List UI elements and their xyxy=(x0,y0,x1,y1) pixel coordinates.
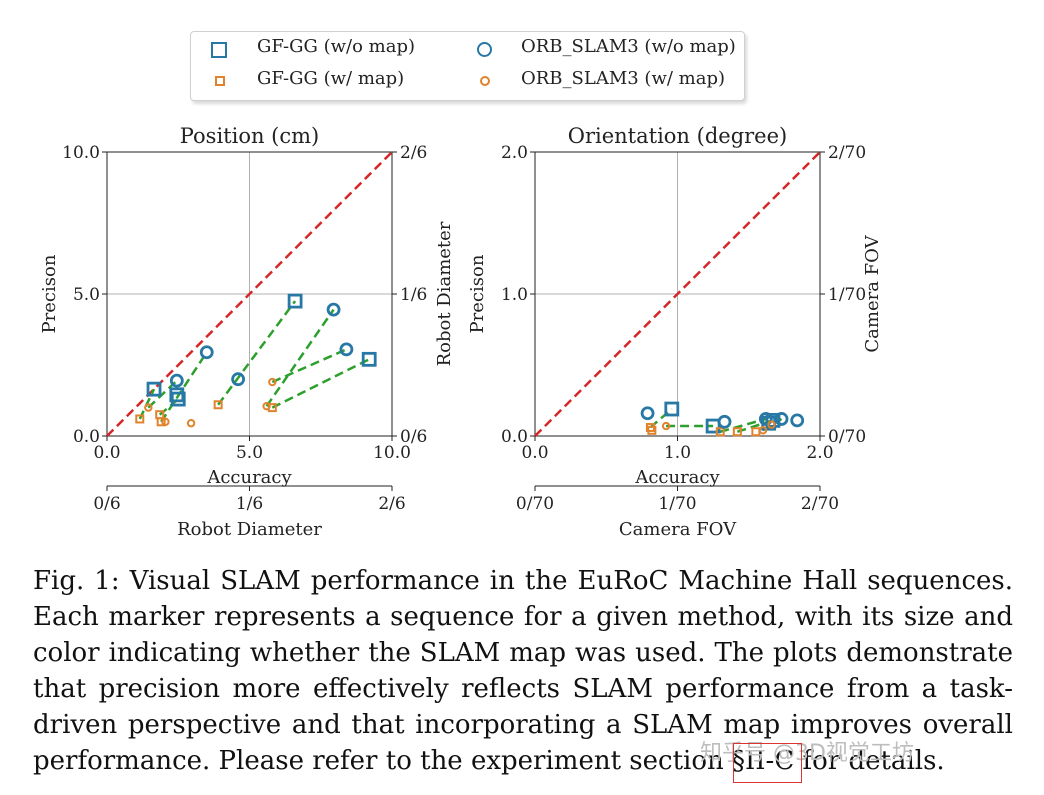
pair-connector-line xyxy=(265,308,335,407)
y-axis-label: Precison xyxy=(467,254,488,333)
legend-square-small-marker xyxy=(215,76,225,86)
data-point xyxy=(186,419,196,428)
diagonal-reference-line xyxy=(534,151,821,437)
legend-label-gfgg-wo-map: GF-GG (w/o map) xyxy=(257,36,416,57)
secondary-x-tick-label: 2/70 xyxy=(801,494,839,514)
secondary-x-tick-label: 0/70 xyxy=(516,494,554,514)
data-point xyxy=(144,403,153,412)
x-tick-label: 0.0 xyxy=(93,443,120,463)
x-tick-label: 5.0 xyxy=(236,443,263,463)
data-point xyxy=(758,426,768,435)
data-point xyxy=(135,414,145,424)
data-point xyxy=(169,373,184,388)
right-y-tick-label: 0/6 xyxy=(400,427,427,447)
data-point xyxy=(231,372,246,387)
right-y-tick-label: 1/70 xyxy=(828,285,866,305)
y-axis-label: Precison xyxy=(39,254,60,333)
y-tick-label: 1.0 xyxy=(501,285,528,305)
pair-connector-line xyxy=(160,351,208,423)
x-axis-label: Accuracy xyxy=(634,467,720,488)
x-tick-label: 1.0 xyxy=(664,443,691,463)
secondary-x-tick-label: 0/6 xyxy=(93,494,120,514)
chart-title: Orientation (degree) xyxy=(568,124,787,148)
watermark: 知乎号 @3D视觉工坊 xyxy=(700,741,914,766)
right-y-axis-label: Camera FOV xyxy=(862,234,883,352)
pair-connector-line xyxy=(217,300,297,406)
data-point xyxy=(774,412,789,426)
secondary-x-axis-label: Robot Diameter xyxy=(177,519,322,540)
data-point xyxy=(262,401,271,411)
data-point xyxy=(717,414,732,429)
chart-title: Position (cm) xyxy=(180,124,319,148)
data-point xyxy=(732,427,742,437)
pair-connector-line xyxy=(271,358,370,409)
data-point xyxy=(664,401,680,417)
pair-connector-line xyxy=(271,348,347,384)
right-y-tick-label: 1/6 xyxy=(400,285,427,305)
right-y-axis-label: Robot Diameter xyxy=(434,221,455,366)
data-point xyxy=(361,351,377,367)
right-y-tick-label: 2/6 xyxy=(400,143,427,163)
figure-panels: Position (cm)0.05.010.00/61/62/60.0 5.0 10… xyxy=(39,124,883,540)
data-point xyxy=(161,417,170,426)
data-point xyxy=(169,387,185,403)
data-point xyxy=(715,427,725,437)
data-point xyxy=(156,417,166,427)
data-point xyxy=(640,406,655,421)
figure-caption: Fig. 1: Visual SLAM performance in the E… xyxy=(33,566,1013,776)
annotation-box xyxy=(733,743,802,783)
data-point xyxy=(213,400,223,410)
x-axis-label: Accuracy xyxy=(206,467,292,488)
diagonal-reference-line xyxy=(106,151,393,437)
x-tick-label: 2.0 xyxy=(806,443,833,463)
data-point xyxy=(758,412,773,426)
y-tick-label: 5.0 xyxy=(73,285,100,305)
data-point xyxy=(287,293,303,309)
data-point xyxy=(751,427,761,437)
y-tick-label: 10.0 xyxy=(62,143,100,163)
data-point xyxy=(790,413,805,428)
data-point xyxy=(765,412,781,428)
data-point xyxy=(661,421,671,431)
y-tick-label: 0.0 xyxy=(501,427,528,447)
data-point xyxy=(170,391,186,407)
x-tick-label: 0.0 xyxy=(521,443,548,463)
pair-connector-line xyxy=(719,417,767,433)
legend-label-gfgg-w-map: GF-GG (w/ map) xyxy=(257,68,405,89)
y-tick-label: 0.0 xyxy=(73,427,100,447)
legend-square-large-marker xyxy=(211,42,227,58)
data-point xyxy=(767,420,776,429)
y-tick-label: 2.0 xyxy=(501,143,528,163)
x-tick-label: 10.0 xyxy=(373,443,411,463)
legend-label-orb-w-map: ORB_SLAM3 (w/ map) xyxy=(521,68,725,89)
secondary-x-axis-label: Camera FOV xyxy=(619,519,737,540)
secondary-x-tick-label: 1/70 xyxy=(658,494,696,514)
legend-label-orb-wo-map: ORB_SLAM3 (w/o map) xyxy=(521,36,736,57)
right-y-tick-label: 2/70 xyxy=(828,143,866,163)
data-point xyxy=(199,345,214,360)
data-point xyxy=(647,425,657,435)
data-point xyxy=(326,302,341,317)
data-point xyxy=(268,377,277,387)
legend-circle-large-marker xyxy=(477,42,492,57)
legend: GF-GG (w/o map) GF-GG (w/ map) ORB_SLAM3… xyxy=(190,31,745,101)
right-y-tick-label: 0/70 xyxy=(828,427,866,447)
secondary-x-tick-label: 2/6 xyxy=(378,494,405,514)
secondary-x-tick-label: 1/6 xyxy=(236,494,263,514)
data-point xyxy=(339,342,354,357)
data-point xyxy=(146,381,162,397)
legend-circle-small-marker xyxy=(480,76,490,86)
